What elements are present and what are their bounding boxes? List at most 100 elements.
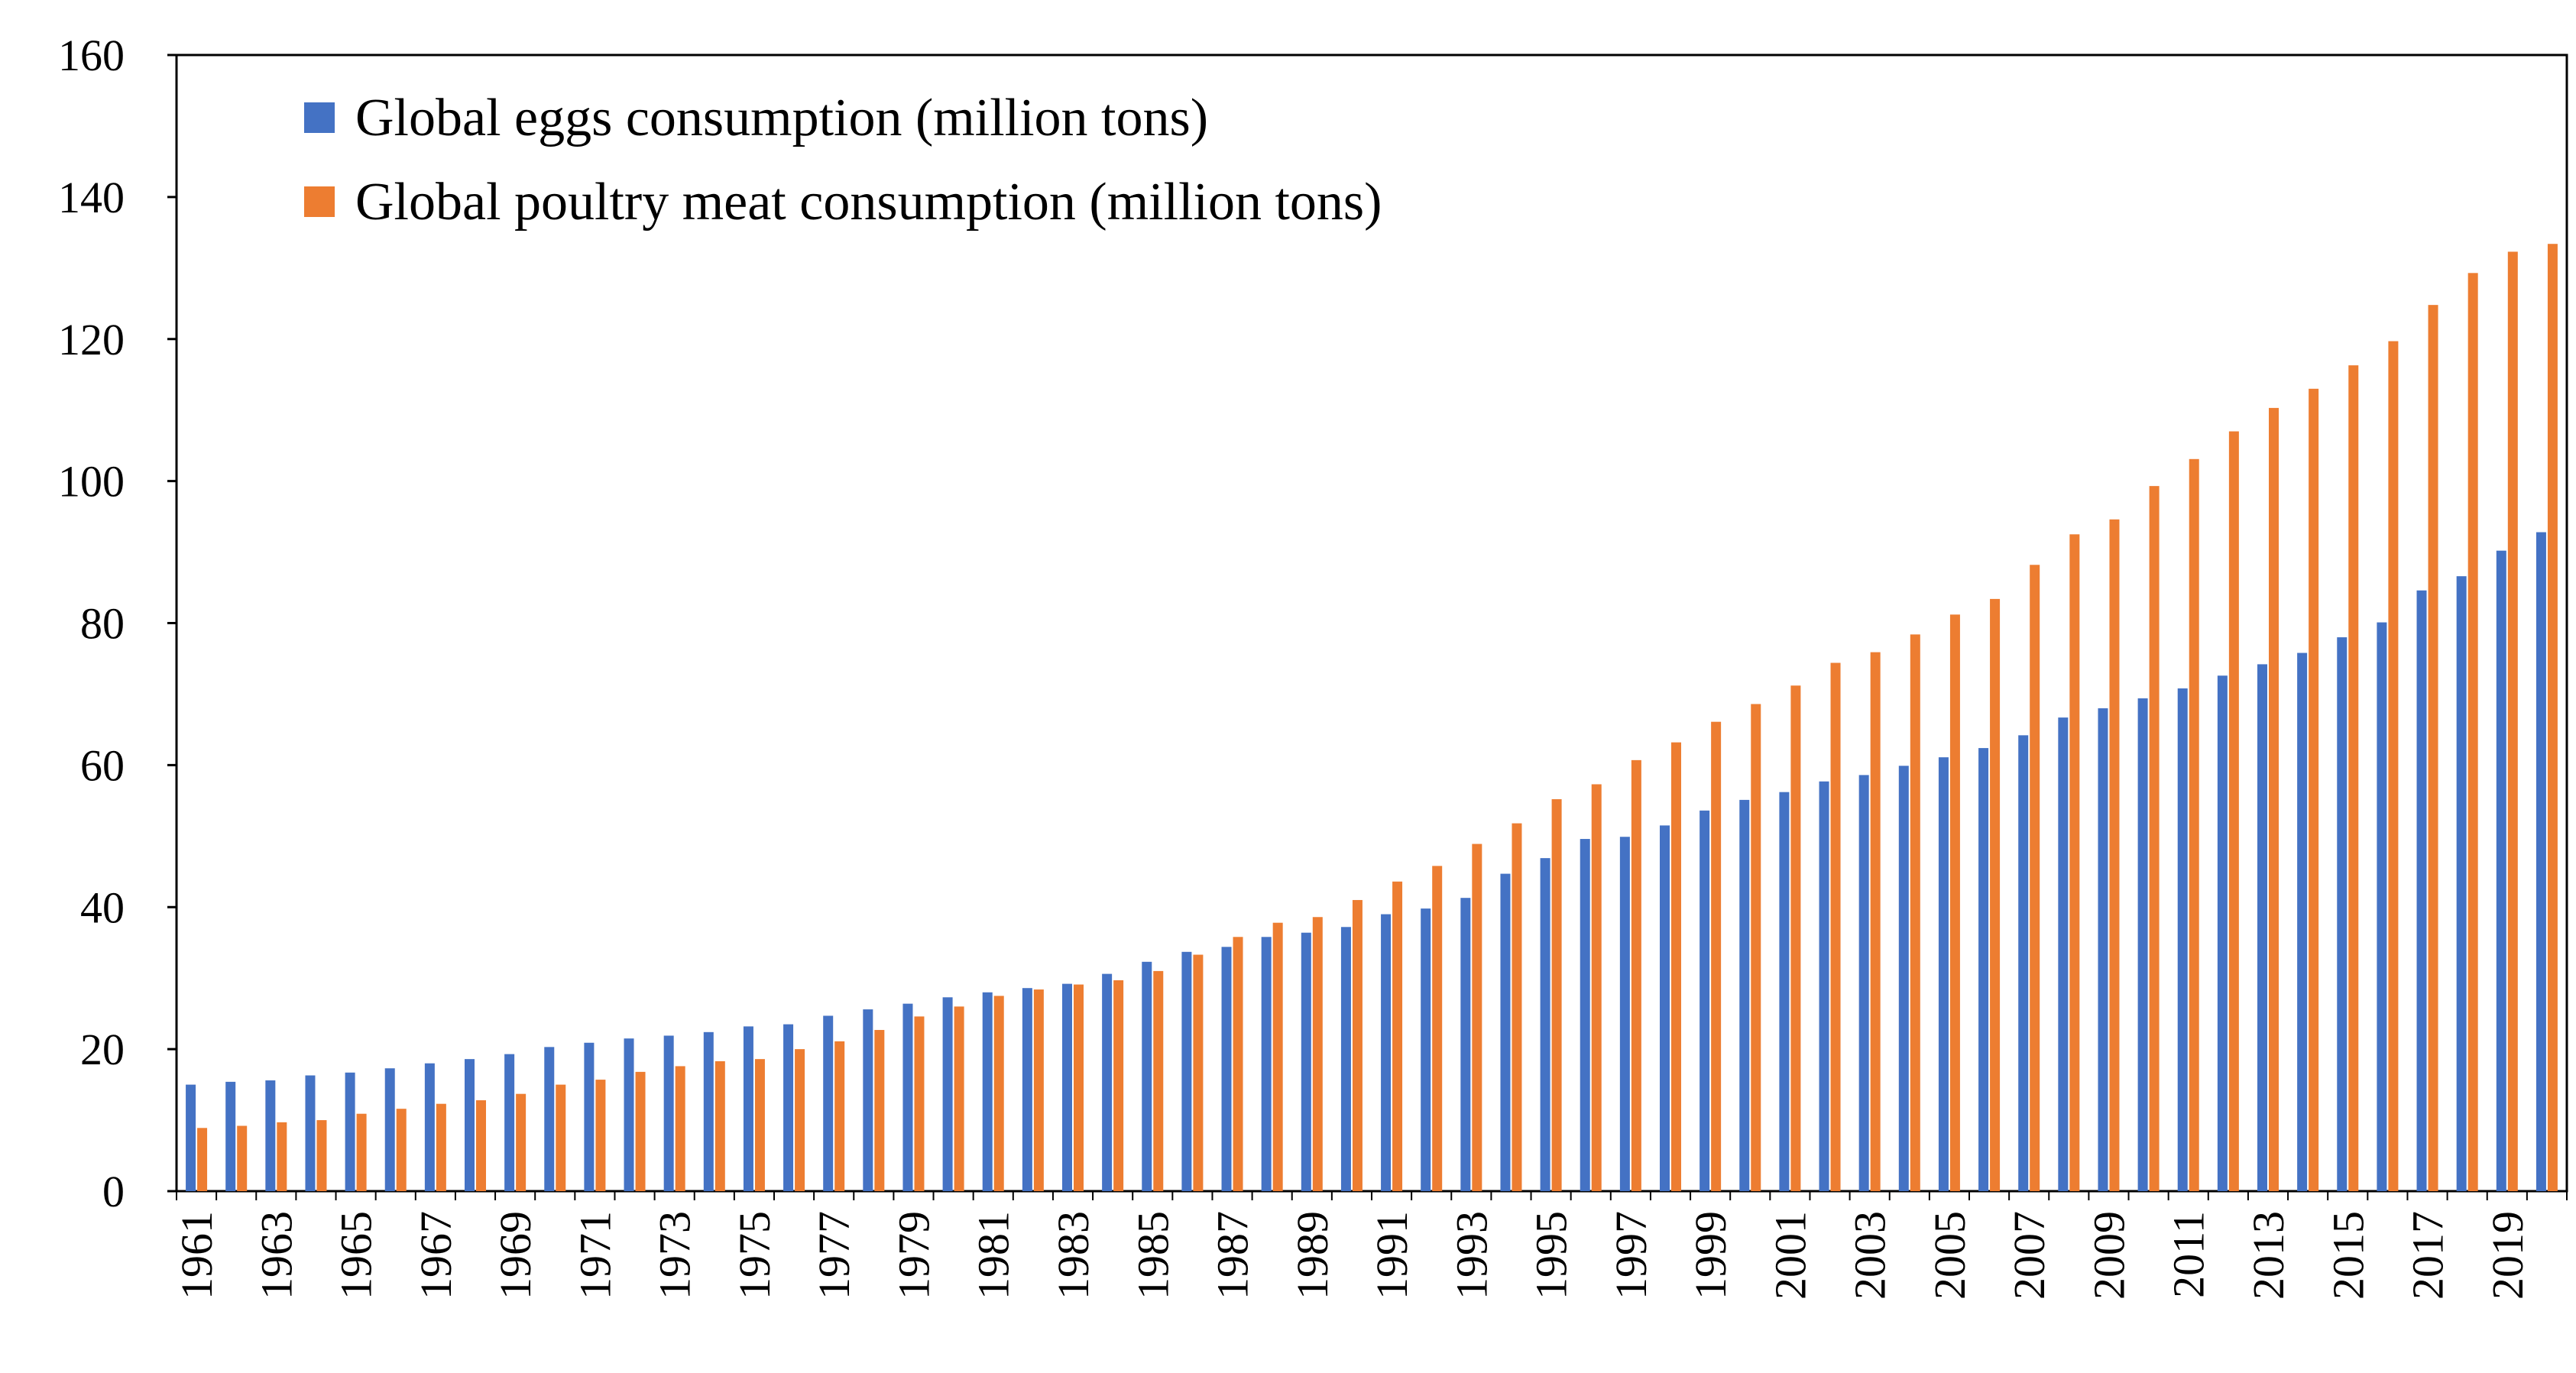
x-tick-label: 1995 xyxy=(1527,1211,1576,1300)
bar-poultry-2015 xyxy=(2348,365,2359,1191)
bar-eggs-2017 xyxy=(2416,590,2427,1191)
x-tick-label: 1967 xyxy=(411,1211,461,1300)
bar-poultry-1975 xyxy=(754,1059,765,1191)
bar-poultry-2019 xyxy=(2507,251,2518,1192)
bar-eggs-1991 xyxy=(1381,914,1392,1191)
bar-eggs-1977 xyxy=(823,1015,834,1191)
bar-eggs-1990 xyxy=(1340,927,1351,1191)
bar-eggs-2015 xyxy=(2337,637,2348,1191)
y-tick-label: 60 xyxy=(80,740,125,790)
bar-poultry-2005 xyxy=(1949,614,1960,1191)
x-tick-label: 1979 xyxy=(889,1211,938,1300)
x-tick-label: 2005 xyxy=(1925,1211,1975,1300)
bar-eggs-2006 xyxy=(1978,748,1989,1191)
bar-eggs-1992 xyxy=(1421,908,1431,1191)
x-tick-label: 1977 xyxy=(809,1211,859,1300)
bar-eggs-2001 xyxy=(1779,792,1790,1191)
bar-poultry-1986 xyxy=(1193,954,1204,1191)
legend-label-eggs: Global eggs consumption (million tons) xyxy=(355,89,1208,147)
bar-eggs-1972 xyxy=(624,1038,634,1191)
bar-eggs-1997 xyxy=(1619,837,1630,1191)
bar-series-group xyxy=(186,244,2558,1192)
bar-eggs-1978 xyxy=(863,1009,873,1191)
bar-poultry-1978 xyxy=(874,1030,885,1191)
y-tick-label: 0 xyxy=(102,1167,125,1216)
x-tick-label: 1975 xyxy=(730,1211,779,1300)
bar-poultry-1992 xyxy=(1432,866,1443,1191)
bar-poultry-1980 xyxy=(954,1006,964,1191)
bar-eggs-1975 xyxy=(743,1026,753,1191)
bar-poultry-1989 xyxy=(1312,917,1323,1191)
y-tick-label: 100 xyxy=(58,457,125,507)
bar-poultry-1998 xyxy=(1671,742,1681,1191)
bar-poultry-1987 xyxy=(1233,937,1243,1191)
bar-poultry-1963 xyxy=(277,1122,287,1191)
y-axis: 0 20 40 60 80 100 120 140 160 xyxy=(58,31,177,1216)
y-tick-label: 40 xyxy=(80,882,125,932)
bar-eggs-1970 xyxy=(544,1047,555,1191)
bar-eggs-2002 xyxy=(1819,781,1829,1191)
bar-eggs-1982 xyxy=(1022,988,1032,1191)
bar-poultry-2011 xyxy=(2189,458,2199,1191)
x-tick-label: 1973 xyxy=(650,1211,700,1300)
bar-eggs-2009 xyxy=(2098,708,2108,1191)
bar-poultry-1971 xyxy=(595,1080,606,1191)
bar-poultry-1990 xyxy=(1352,899,1363,1191)
bar-eggs-1988 xyxy=(1261,937,1272,1191)
bar-poultry-1997 xyxy=(1631,759,1641,1191)
bar-poultry-1969 xyxy=(516,1093,527,1191)
bar-poultry-1970 xyxy=(556,1084,566,1191)
bar-poultry-2014 xyxy=(2309,388,2319,1191)
bar-eggs-1980 xyxy=(942,997,953,1191)
x-tick-label: 1969 xyxy=(491,1211,540,1300)
bar-poultry-2018 xyxy=(2467,273,2478,1191)
bar-eggs-1995 xyxy=(1540,858,1550,1191)
x-tick-label: 2015 xyxy=(2323,1211,2373,1300)
bar-eggs-1986 xyxy=(1181,951,1192,1191)
x-tick-label: 1983 xyxy=(1048,1211,1098,1300)
bar-poultry-2000 xyxy=(1751,704,1761,1191)
bar-eggs-2014 xyxy=(2297,652,2308,1191)
bar-poultry-1972 xyxy=(635,1071,646,1191)
x-tick-label: 1989 xyxy=(1288,1211,1337,1300)
bar-poultry-1976 xyxy=(795,1049,805,1192)
x-tick-label: 2011 xyxy=(2164,1211,2214,1298)
bar-poultry-1999 xyxy=(1711,721,1722,1191)
x-tick-label: 2013 xyxy=(2244,1211,2293,1300)
bar-poultry-2004 xyxy=(1910,634,1920,1191)
bar-poultry-1962 xyxy=(237,1125,248,1191)
bar-poultry-2002 xyxy=(1830,662,1841,1191)
bar-eggs-1969 xyxy=(504,1054,515,1191)
bar-poultry-1984 xyxy=(1113,980,1124,1191)
bar-eggs-2005 xyxy=(1938,757,1949,1191)
bar-poultry-1982 xyxy=(1033,989,1044,1191)
bar-eggs-2019 xyxy=(2496,550,2506,1191)
x-tick-label: 2017 xyxy=(2403,1211,2453,1300)
legend-swatch-eggs xyxy=(304,102,335,133)
bar-eggs-1981 xyxy=(982,992,993,1191)
bar-poultry-1996 xyxy=(1591,784,1602,1191)
x-tick-label: 1999 xyxy=(1686,1211,1735,1300)
bar-poultry-2003 xyxy=(1870,652,1881,1191)
x-tick-label: 1997 xyxy=(1606,1211,1656,1300)
bar-eggs-1979 xyxy=(902,1003,913,1191)
bar-eggs-1996 xyxy=(1580,839,1590,1191)
y-tick-label: 140 xyxy=(58,173,125,222)
bar-poultry-2017 xyxy=(2428,305,2438,1191)
bar-eggs-1963 xyxy=(265,1080,276,1191)
bar-poultry-1977 xyxy=(834,1041,845,1191)
bar-poultry-1961 xyxy=(197,1128,208,1191)
bar-eggs-1971 xyxy=(584,1042,595,1191)
bar-poultry-2007 xyxy=(2030,565,2040,1191)
x-tick-label: 1981 xyxy=(969,1211,1019,1300)
bar-poultry-2010 xyxy=(2149,486,2160,1191)
bar-eggs-2012 xyxy=(2217,675,2228,1191)
legend-swatch-poultry xyxy=(304,186,335,217)
x-tick-label: 1961 xyxy=(172,1211,222,1300)
bar-poultry-1988 xyxy=(1272,922,1283,1191)
bar-poultry-1973 xyxy=(675,1066,685,1191)
bar-eggs-1998 xyxy=(1660,825,1670,1191)
bar-eggs-1989 xyxy=(1301,932,1311,1191)
x-axis: 1961 1963 1965 1967 1969 1971 1973 1975 1977 1979… xyxy=(172,1191,2568,1300)
